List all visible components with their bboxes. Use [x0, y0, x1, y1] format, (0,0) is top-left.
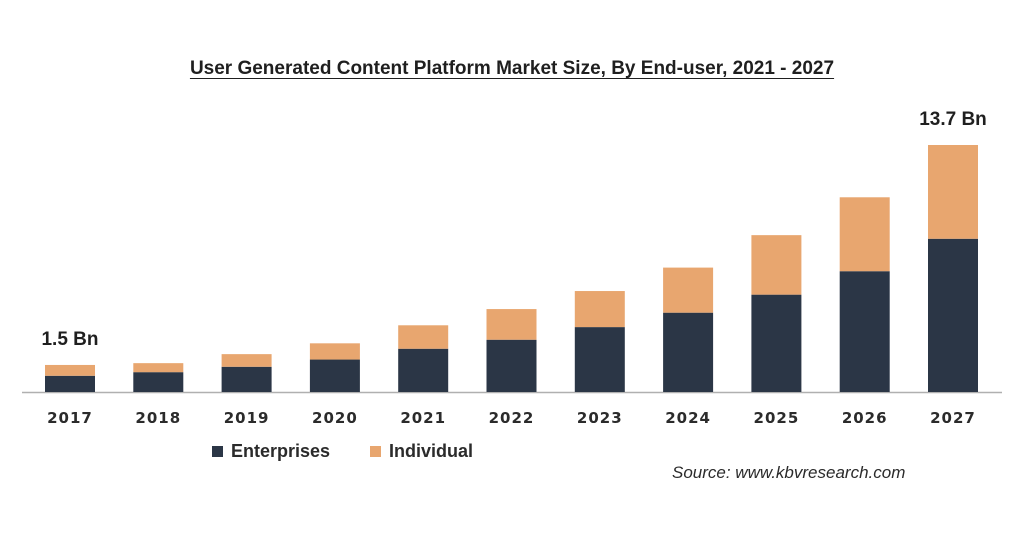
- bar-individual-2026: [839, 197, 890, 272]
- x-tick-label-2024: 2024: [665, 409, 711, 427]
- legend-swatch-enterprises: [212, 446, 223, 457]
- bar-enterprises-2019: [221, 366, 272, 392]
- legend: Enterprises Individual: [212, 441, 473, 462]
- legend-label-individual: Individual: [389, 441, 474, 461]
- x-tick-label-2027: 2027: [930, 409, 976, 427]
- bar-enterprises-2026: [839, 271, 890, 392]
- x-tick-label-2026: 2026: [842, 409, 888, 427]
- bar-individual-2024: [663, 267, 714, 313]
- source-note: Source: www.kbvresearch.com: [672, 463, 906, 482]
- legend-label-enterprises: Enterprises: [231, 441, 331, 461]
- bar-individual-2023: [574, 291, 625, 328]
- x-tick-label-2020: 2020: [312, 409, 358, 427]
- bar-enterprises-2022: [486, 339, 537, 392]
- bar-enterprises-2020: [309, 359, 360, 392]
- x-tick-label-2017: 2017: [47, 409, 93, 427]
- bar-individual-2025: [751, 235, 802, 295]
- bar-enterprises-2021: [398, 348, 449, 392]
- chart-title: User Generated Content Platform Market S…: [189, 58, 835, 79]
- bar-individual-2027: [928, 145, 978, 239]
- x-tick-label-2022: 2022: [489, 409, 535, 427]
- legend-item-individual: Individual: [370, 441, 473, 462]
- bar-enterprises-2025: [751, 294, 802, 392]
- bar-individual-2020: [309, 343, 360, 360]
- bar-individual-2017: [45, 364, 95, 376]
- bar-individual-2018: [133, 363, 184, 373]
- bar-enterprises-2024: [663, 312, 714, 392]
- x-tick-label-2019: 2019: [224, 409, 270, 427]
- x-tick-label-2025: 2025: [754, 409, 800, 427]
- bar-enterprises-2023: [574, 327, 625, 392]
- x-tick-label-2023: 2023: [577, 409, 623, 427]
- total-label-2017: 1.5 Bn: [41, 329, 98, 350]
- bar-enterprises-2027: [928, 238, 978, 392]
- legend-item-enterprises: Enterprises: [212, 441, 330, 462]
- total-label-2027: 13.7 Bn: [919, 109, 987, 130]
- bar-individual-2019: [221, 354, 272, 367]
- bar-enterprises-2017: [45, 375, 95, 392]
- x-tick-label-2021: 2021: [400, 409, 446, 427]
- bar-individual-2021: [398, 325, 449, 349]
- x-tick-label-2018: 2018: [135, 409, 181, 427]
- bar-individual-2022: [486, 309, 537, 340]
- legend-swatch-individual: [370, 446, 382, 457]
- bar-enterprises-2018: [133, 372, 184, 392]
